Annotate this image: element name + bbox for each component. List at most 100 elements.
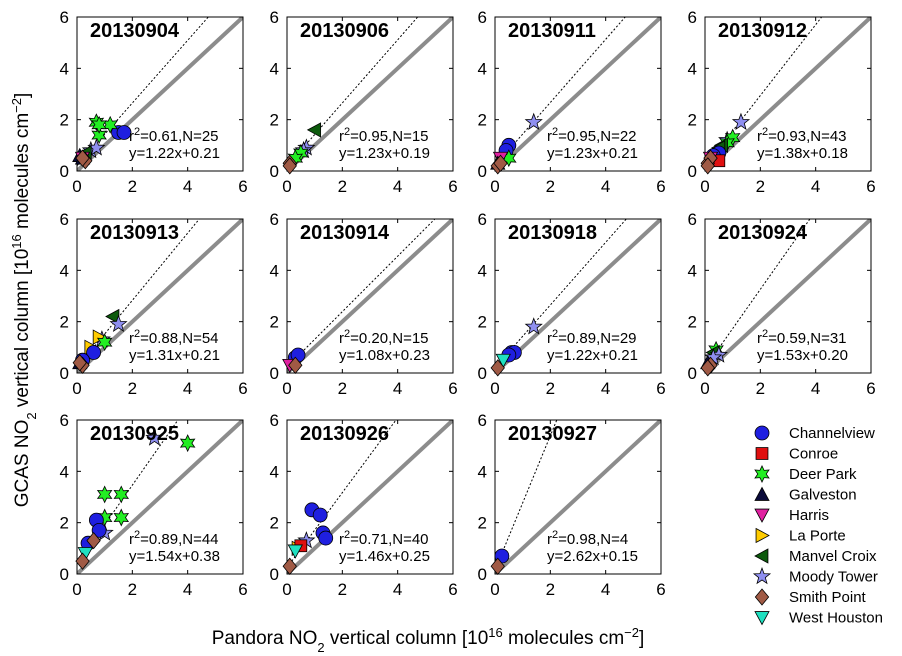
x-tick-label: 2 <box>546 580 555 599</box>
x-tick-label: 2 <box>756 177 765 196</box>
legend-marker <box>754 588 770 606</box>
y-tick-label: 4 <box>688 59 697 78</box>
panel-fit: y=1.23x+0.21 <box>547 145 638 162</box>
axes-box <box>286 419 454 575</box>
fit-line <box>495 420 558 571</box>
panel-r2-n: r2=0.89,N=44 <box>129 529 219 548</box>
x-tick-label: 0 <box>282 177 291 196</box>
point-smith-point <box>86 531 101 550</box>
x-tick-label: 2 <box>756 379 765 398</box>
one-to-one-line <box>705 219 871 373</box>
panel-fit: y=1.53x+0.20 <box>757 347 848 364</box>
panel-20130924: 00 2 2 4 4 6 6 20130924 r2=0.59,N=31y=1.53x+0.20 <box>688 210 876 398</box>
panel-20130912: 00 2 2 4 4 6 6 20130912 r2=0.93,N=43y=1.38x+0.18 <box>688 8 876 196</box>
point-moody-tower <box>109 314 128 332</box>
y-tick-label: 0 <box>60 565 69 584</box>
panel-date: 20130918 <box>508 222 597 244</box>
legend-marker <box>754 465 770 483</box>
x-tick-label: 4 <box>601 177 610 196</box>
legend-label: La Porte <box>789 528 846 545</box>
x-tick-label: 6 <box>866 379 875 398</box>
point-smith-point <box>493 154 508 172</box>
axes-box <box>286 16 454 172</box>
x-tick-label: 2 <box>338 580 347 599</box>
legend-item: Smith Point <box>754 588 867 606</box>
x-tick-label: 0 <box>490 379 499 398</box>
one-to-one-line <box>495 219 661 373</box>
point-smith-point <box>75 149 90 167</box>
y-tick-label: 6 <box>688 8 697 27</box>
y-tick-label: 2 <box>688 111 697 130</box>
panel-date: 20130926 <box>300 423 389 445</box>
x-tick-label: 2 <box>546 379 555 398</box>
panel-r2-n: r2=0.59,N=31 <box>757 328 847 347</box>
panel-20130927: 00 2 2 4 4 6 6 20130927 r2=0.98,N=4y=2.62x+0.15 <box>478 411 666 599</box>
y-tick-label: 6 <box>270 210 279 229</box>
legend-item: Channelview <box>754 425 875 442</box>
axes-box <box>704 16 872 172</box>
point-channelview <box>312 507 328 523</box>
x-tick-label: 4 <box>393 177 402 196</box>
panel-fit: y=1.08x+0.23 <box>339 347 430 364</box>
legend-marker <box>754 508 770 523</box>
y-tick-label: 6 <box>270 8 279 27</box>
legend-label: Conroe <box>789 446 838 463</box>
y-tick-label: 6 <box>478 8 487 27</box>
y-tick-label: 2 <box>270 111 279 130</box>
y-tick-label: 0 <box>688 364 697 383</box>
legend-item: Moody Tower <box>752 566 878 586</box>
x-tick-label: 6 <box>238 379 247 398</box>
panel-20130904: 00 2 2 4 4 6 6 20130904 r2=0.61,N=25y=1.22x+0.21 <box>60 8 248 196</box>
one-to-one-line <box>287 219 453 373</box>
y-tick-label: 6 <box>478 411 487 430</box>
y-tick-label: 4 <box>478 261 487 280</box>
legend-label: Moody Tower <box>789 569 878 586</box>
point-west-houston <box>495 353 511 369</box>
point-deer-park <box>96 485 113 504</box>
axes-box <box>494 16 662 172</box>
x-tick-label: 6 <box>238 177 247 196</box>
y-tick-label: 2 <box>478 313 487 332</box>
point-channelview <box>86 345 101 360</box>
x-tick-label: 4 <box>601 580 610 599</box>
y-tick-label: 2 <box>60 313 69 332</box>
legend-label: Harris <box>789 507 829 524</box>
x-tick-label: 2 <box>128 379 137 398</box>
panel-fit: y=1.31x+0.21 <box>129 347 220 364</box>
one-to-one-line <box>77 420 243 574</box>
axes-box <box>494 419 662 575</box>
panel-20130925: 00 2 2 4 4 6 6 20130925 r2=0.89,N=44y=1.54x+0.38 <box>60 411 248 599</box>
y-tick-label: 4 <box>270 261 279 280</box>
panel-fit: y=1.22x+0.21 <box>547 347 638 364</box>
y-axis-label: GCAS NO2 vertical column [1016 molecules… <box>9 93 39 508</box>
fit-line <box>705 17 823 167</box>
panel-r2-n: r2=0.71,N=40 <box>339 529 429 548</box>
legend-item: La Porte <box>755 527 846 545</box>
point-smith-point <box>288 356 303 374</box>
legend-item: West Houston <box>754 610 883 627</box>
axes-box <box>76 419 244 575</box>
y-tick-label: 2 <box>688 313 697 332</box>
axes-box <box>76 16 244 172</box>
panel-r2-n: r2=0.93,N=43 <box>757 126 847 145</box>
legend-item: Galveston <box>754 487 857 504</box>
point-moody-tower <box>87 138 106 156</box>
legend-marker <box>752 566 772 585</box>
panel-r2-n: r2=0.61,N=25 <box>129 126 219 145</box>
y-tick-label: 6 <box>60 411 69 430</box>
y-tick-label: 2 <box>60 111 69 130</box>
x-tick-label: 2 <box>546 177 555 196</box>
point-deer-park <box>179 434 196 453</box>
point-smith-point <box>282 157 297 175</box>
legend-label: Channelview <box>789 425 875 442</box>
x-tick-label: 4 <box>811 177 820 196</box>
panel-fit: y=1.38x+0.18 <box>757 145 848 162</box>
panel-date: 20130913 <box>90 222 179 244</box>
y-tick-label: 2 <box>270 313 279 332</box>
panel-20130911: 00 2 2 4 4 6 6 20130911 r2=0.95,N=22y=1.23x+0.21 <box>478 8 666 196</box>
point-channelview <box>116 125 132 140</box>
legend-marker <box>755 527 770 544</box>
x-tick-label: 4 <box>183 177 192 196</box>
point-manvel-croix <box>306 122 322 138</box>
